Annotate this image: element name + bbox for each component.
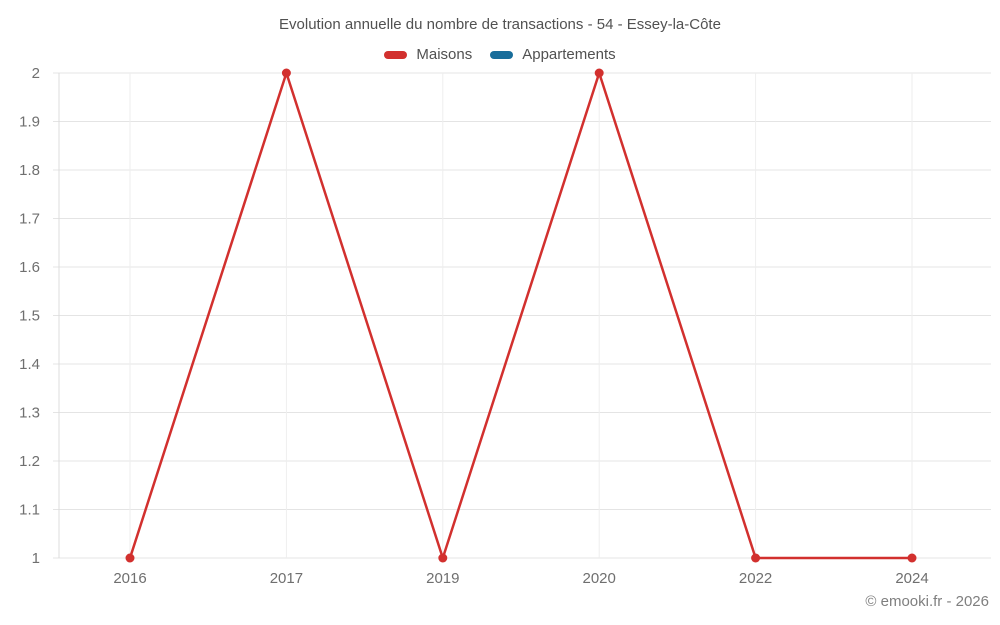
x-tick-label: 2017 (270, 570, 303, 587)
y-tick-label: 1 (32, 550, 40, 567)
data-point-maisons-2019[interactable] (438, 553, 448, 563)
y-tick-label: 1.6 (19, 259, 40, 276)
data-point-maisons-2017[interactable] (281, 68, 291, 78)
x-tick-label: 2022 (739, 570, 772, 587)
y-tick-label: 1.1 (19, 502, 40, 519)
maisons-series-swatch-icon (384, 50, 408, 59)
series-line-maisons (128, 71, 912, 560)
y-tick-label: 1.2 (19, 453, 40, 470)
legend-label-appartements: Appartements (522, 46, 616, 63)
x-tick-label: 2020 (583, 570, 616, 587)
data-point-maisons-2022[interactable] (751, 553, 761, 563)
data-point-maisons-2024[interactable] (907, 553, 917, 563)
y-tick-label: 1.7 (19, 211, 40, 228)
legend-item-appartements[interactable]: Appartements (490, 46, 616, 63)
y-tick-label: 1.5 (19, 308, 40, 325)
copyright-text: © emooki.fr - 2026 (865, 593, 989, 610)
y-tick-label: 2 (32, 65, 40, 82)
x-tick-label: 2024 (895, 570, 928, 587)
y-tick-label: 1.4 (19, 356, 40, 373)
legend-label-maisons: Maisons (416, 46, 473, 63)
x-tick-label: 2019 (426, 570, 459, 587)
legend-item-maisons[interactable]: Maisons (384, 46, 472, 63)
y-tick-label: 1.3 (19, 405, 40, 422)
appartements-series-swatch-icon (490, 50, 514, 59)
y-tick-label: 1.9 (19, 114, 40, 131)
y-tick-label: 1.8 (19, 162, 40, 179)
x-tick-label: 2016 (113, 570, 146, 587)
data-point-maisons-2016[interactable] (125, 553, 135, 563)
legend: Maisons Appartements (0, 46, 1000, 63)
chart-title: Evolution annuelle du nombre de transact… (279, 16, 721, 33)
data-point-maisons-2020[interactable] (594, 68, 604, 78)
